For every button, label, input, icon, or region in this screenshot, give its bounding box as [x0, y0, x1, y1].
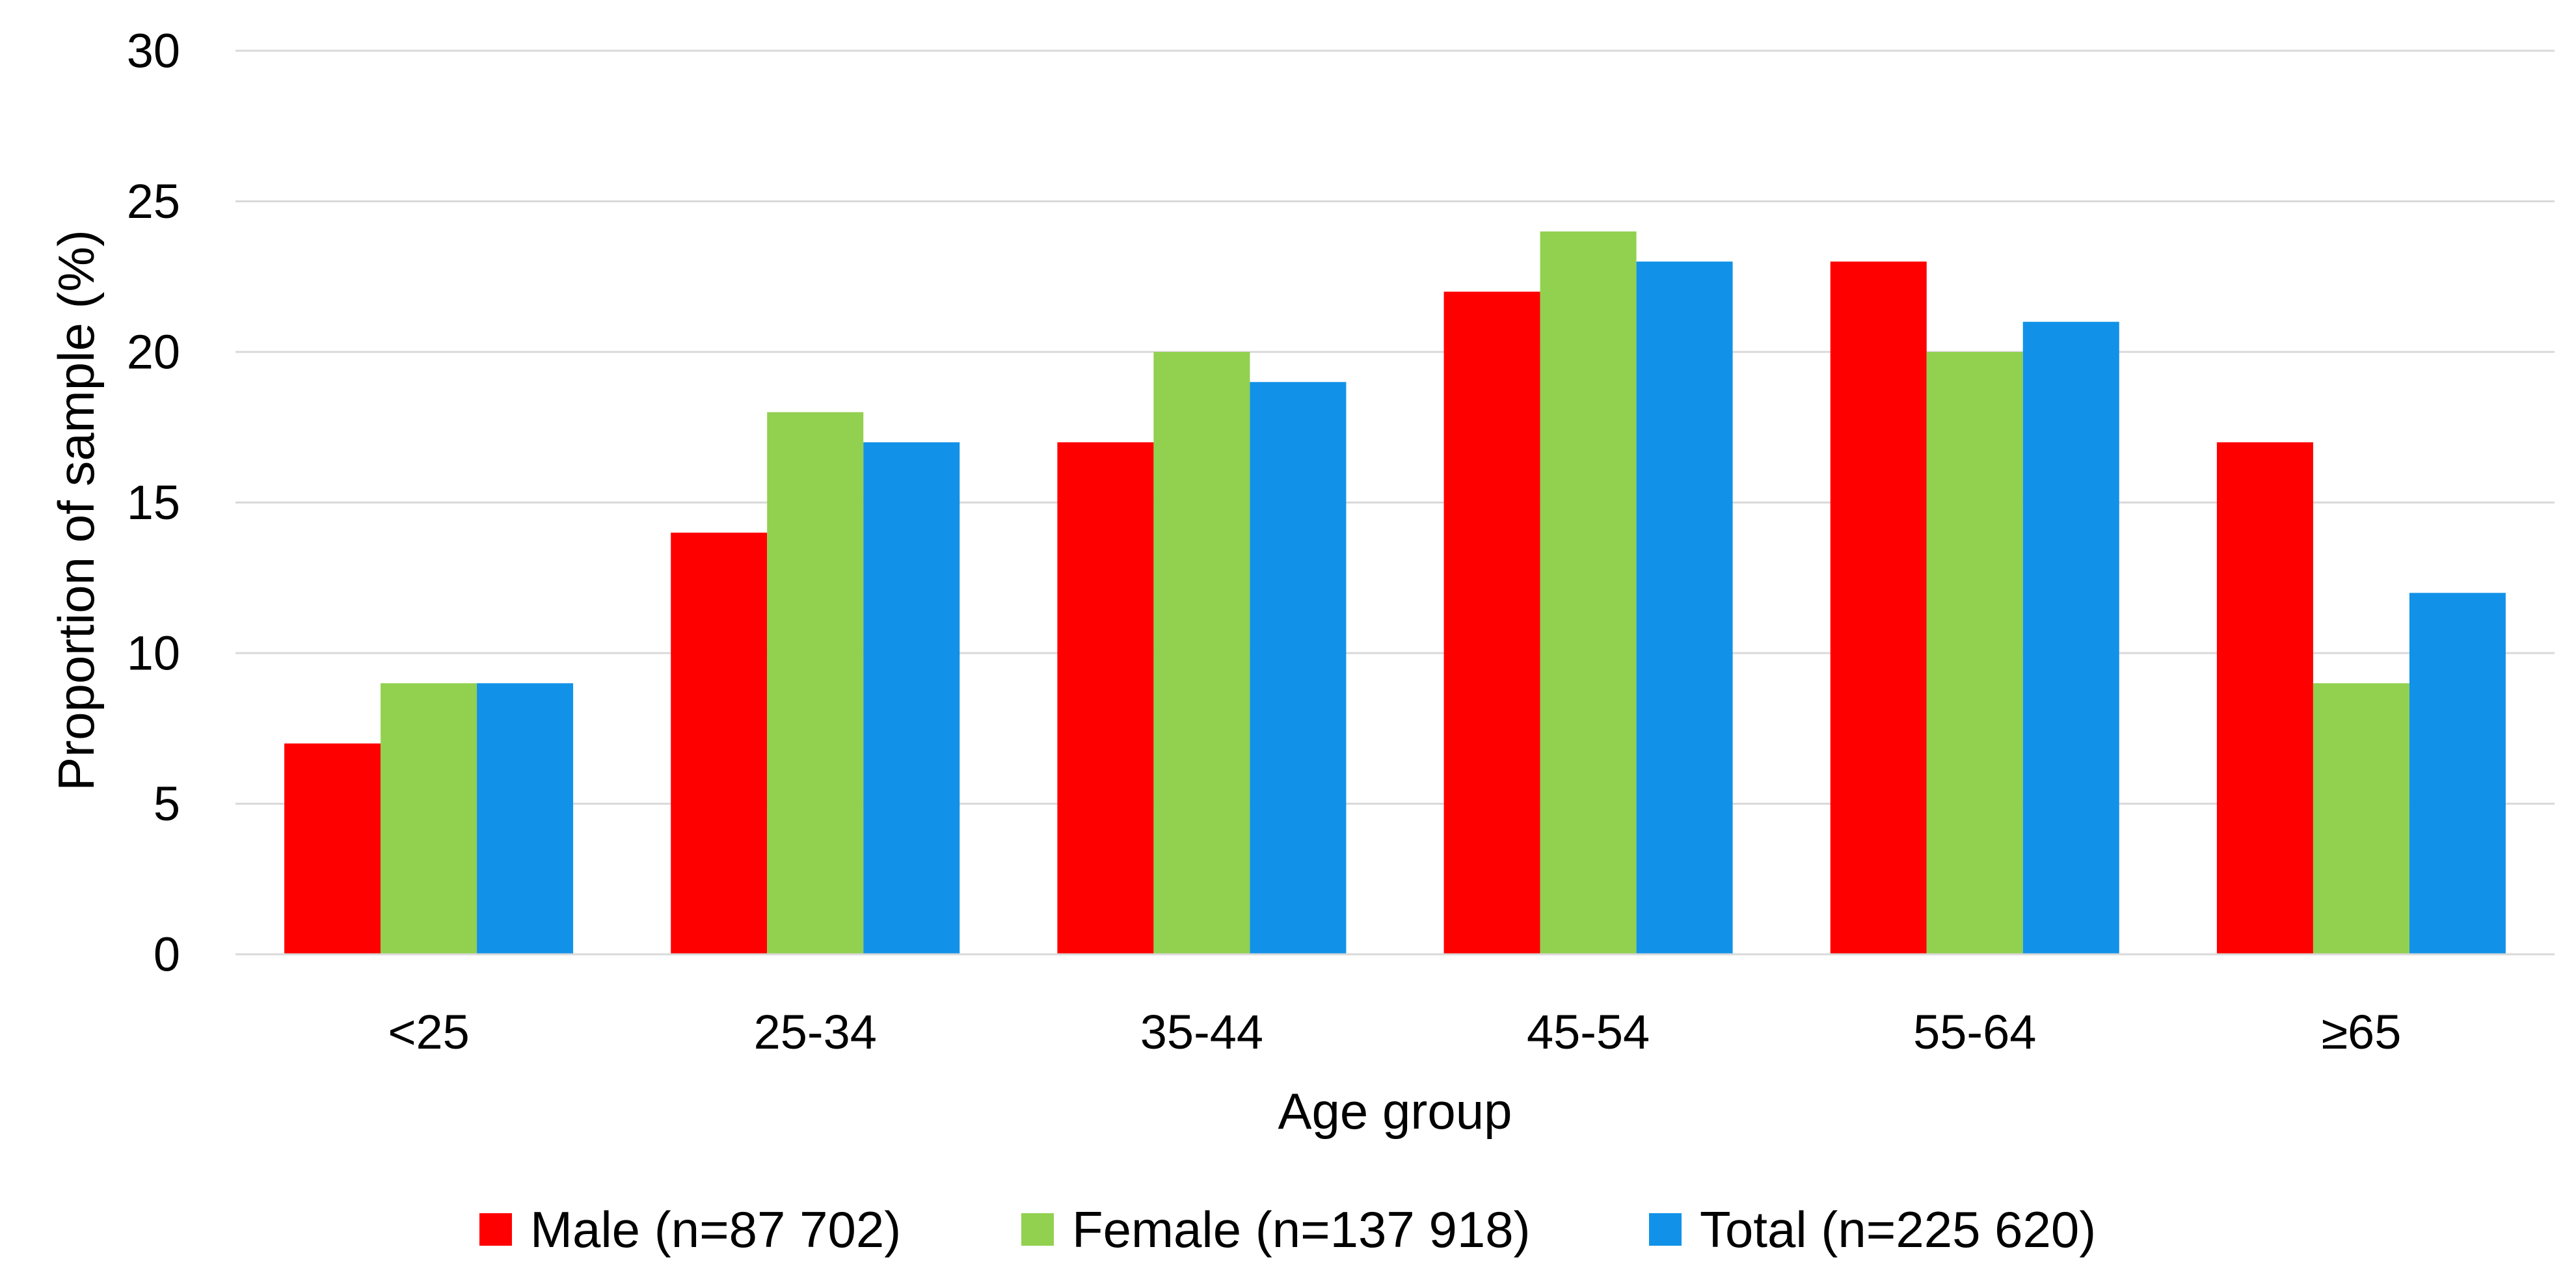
x-tick-label: 35-44 — [1140, 1005, 1263, 1059]
legend-label: Total (n=225 620) — [1700, 1201, 2096, 1258]
y-axis-ticks: 0 5 10 15 20 25 30 — [127, 24, 180, 982]
y-axis-title: Proportion of sample (%) — [47, 230, 105, 791]
x-axis-ticks: <25 25-34 35-44 45-54 55-64 ≥65 — [388, 1005, 2401, 1059]
bar-1-6 — [2216, 442, 2313, 954]
bar-3-2 — [863, 442, 960, 954]
bar-3-5 — [2022, 321, 2119, 954]
x-tick-label: 25-34 — [754, 1005, 877, 1059]
bar-2-3 — [1153, 352, 1250, 954]
x-tick-label: <25 — [388, 1005, 470, 1059]
bar-2-1 — [381, 683, 477, 954]
bar-3-3 — [1250, 382, 1347, 954]
x-tick-label: ≥65 — [2321, 1005, 2401, 1059]
bar-1-3 — [1057, 442, 1154, 954]
y-tick-label: 15 — [127, 476, 180, 530]
legend-label: Female (n=137 918) — [1072, 1201, 1531, 1258]
legend-label: Male (n=87 702) — [530, 1201, 901, 1258]
bar-2-5 — [1926, 352, 2023, 954]
bars — [284, 231, 2506, 955]
bar-1-1 — [284, 743, 381, 954]
bar-1-5 — [1830, 262, 1927, 955]
y-tick-label: 0 — [154, 928, 180, 982]
x-tick-label: 55-64 — [1913, 1005, 2036, 1059]
x-axis-title: Age group — [1278, 1082, 1512, 1140]
y-tick-label: 5 — [154, 777, 180, 831]
bar-2-2 — [767, 412, 864, 954]
gridlines — [235, 49, 2555, 805]
legend-swatch — [1649, 1213, 1682, 1246]
bar-1-2 — [671, 532, 768, 954]
bar-3-1 — [477, 683, 574, 954]
bar-2-4 — [1540, 231, 1637, 954]
y-tick-label: 25 — [127, 174, 180, 228]
legend-swatch — [1021, 1213, 1054, 1246]
y-tick-label: 10 — [127, 626, 180, 680]
y-tick-label: 30 — [127, 24, 180, 78]
bar-3-6 — [2409, 593, 2506, 954]
x-tick-label: 45-54 — [1527, 1005, 1650, 1059]
bar-3-4 — [1636, 262, 1733, 955]
legend-swatch — [479, 1213, 512, 1246]
bar-1-4 — [1443, 291, 1540, 954]
legend: Male (n=87 702) Female (n=137 918) Total (… — [479, 1201, 2096, 1258]
bar-2-6 — [2313, 683, 2409, 954]
y-tick-label: 20 — [127, 325, 180, 379]
